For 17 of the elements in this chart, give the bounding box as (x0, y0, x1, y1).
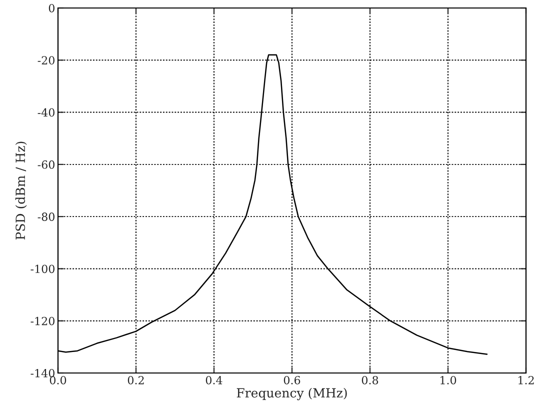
x-tick-label: 1.2 (518, 376, 534, 384)
y-tick-label: -60 (38, 160, 54, 169)
x-tick-label: 0.6 (284, 376, 300, 384)
y-axis-title: PSD (dBm / Hz) (15, 142, 27, 240)
x-tick-label: 1.0 (440, 376, 456, 384)
y-tick-label: -120 (30, 316, 54, 326)
x-tick-label: 0.8 (362, 376, 378, 384)
y-tick-label: -40 (38, 108, 54, 117)
y-tick-label: -80 (38, 212, 54, 221)
y-tick-label: -100 (30, 264, 54, 274)
y-tick-label: 0 (48, 4, 54, 12)
y-tick-label: -20 (38, 56, 54, 65)
y-tick-label: -140 (30, 368, 54, 378)
x-tick-label: 0.0 (50, 376, 66, 384)
x-axis-title: Frequency (MHz) (236, 388, 347, 400)
x-tick-label: 0.4 (206, 376, 222, 384)
x-tick-label: 0.2 (128, 376, 144, 384)
